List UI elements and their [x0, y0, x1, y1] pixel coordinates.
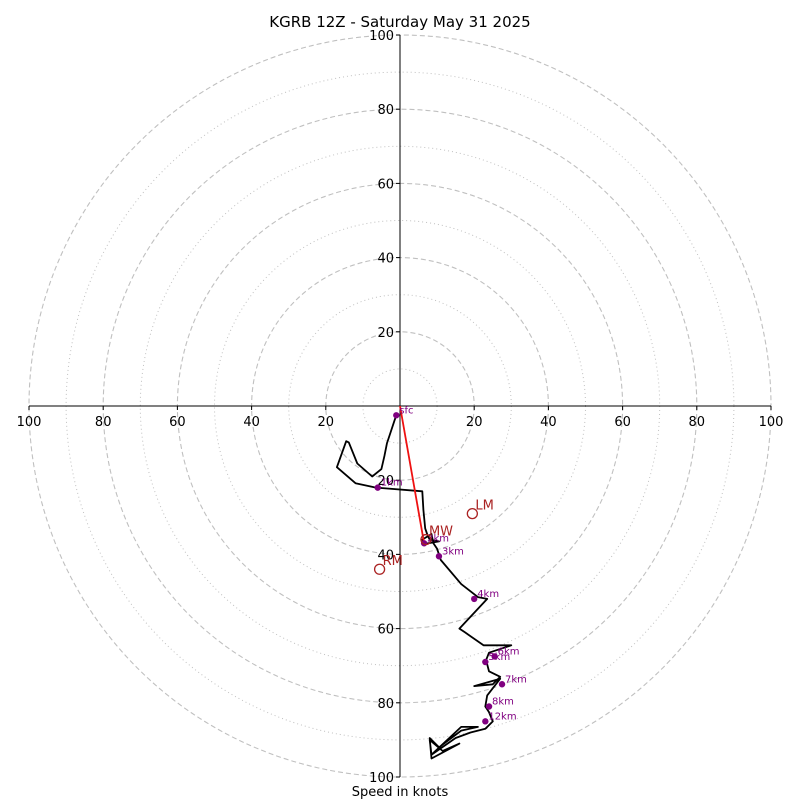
y-tick-label: 80 [377, 103, 394, 118]
height-label-8km: 8km [492, 697, 514, 708]
height-label-12km: 12km [488, 711, 516, 722]
x-tick-label: 80 [689, 415, 706, 430]
height-marker-8km [485, 703, 493, 710]
shear-vector [399, 405, 426, 544]
height-label-2km: 2km [427, 533, 449, 544]
storm-motion-label-rm: RM [383, 554, 403, 569]
storm-motion-marker-rm [373, 563, 386, 575]
x-tick-label: 80 [95, 415, 112, 430]
height-marker-3km [435, 553, 443, 560]
height-marker-5km [482, 658, 489, 666]
height-marker-7km [498, 681, 506, 688]
x-axis-label: Speed in knots [352, 785, 449, 800]
x-tick-label: 60 [614, 415, 631, 430]
x-tick-label: 20 [466, 415, 483, 430]
height-marker-sfc [393, 412, 400, 419]
storm-motion-marker-lm [466, 507, 478, 520]
height-label-5km: 5km [488, 652, 510, 663]
y-tick-label: 20 [377, 326, 394, 341]
hodograph-series [335, 405, 513, 760]
height-label-6km: 6km [498, 646, 520, 657]
y-tick-label: 20 [377, 474, 394, 489]
height-marker-12km [482, 718, 489, 725]
height-marker-6km [491, 653, 498, 660]
height-marker-4km [471, 595, 478, 603]
height-marker-1km [374, 484, 381, 491]
height-label-3km: 3km [442, 546, 464, 557]
storm-motions: LM RM MW [373, 499, 494, 575]
tick-labels: 100 80 60 40 20 20 40 60 80 100 20 40 60 80 100 20 40 60 8… [17, 29, 784, 786]
chart-title: KGRB 12Z - Saturday May 31 2025 [269, 13, 530, 31]
x-tick-label: 40 [540, 415, 557, 430]
x-tick-label: 100 [759, 415, 784, 430]
x-tick-label: 40 [243, 415, 260, 430]
storm-motion-label-mw: MW [429, 525, 453, 540]
x-tick-label: 60 [169, 415, 186, 430]
height-label-4km: 4km [477, 589, 499, 600]
hodograph-line [335, 415, 513, 760]
y-tick-label: 100 [369, 29, 394, 44]
height-label-sfc: sfc [399, 405, 413, 416]
y-tick-label: 80 [377, 697, 394, 712]
storm-motion-marker-mw [420, 533, 432, 546]
y-tick-label: 60 [377, 623, 394, 638]
height-label-7km: 7km [505, 674, 527, 685]
x-tick-label: 100 [17, 415, 42, 430]
y-tick-label: 40 [377, 252, 394, 267]
y-tick-label: 100 [369, 771, 394, 786]
storm-motion-label-lm: LM [475, 499, 493, 514]
y-tick-label: 40 [377, 548, 394, 563]
y-tick-label: 60 [377, 177, 394, 192]
height-label-1km: 1km [381, 478, 403, 489]
x-tick-label: 20 [318, 415, 335, 430]
